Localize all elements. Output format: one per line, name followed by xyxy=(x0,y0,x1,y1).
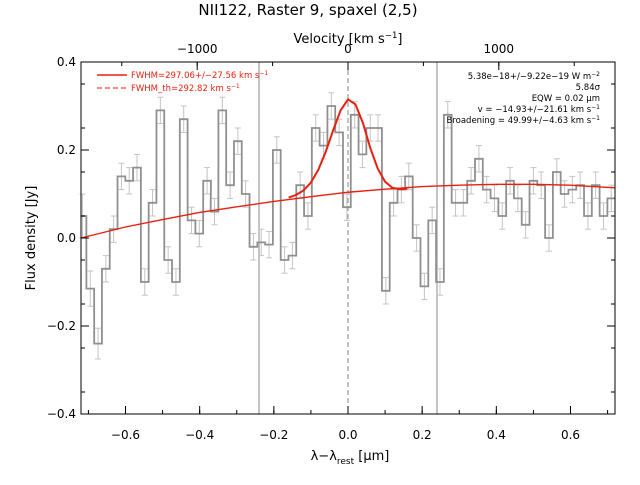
continuum-line xyxy=(80,183,616,239)
y-tick-label-2: 0.0 xyxy=(57,231,76,245)
annotation-significance: 5.84σ xyxy=(576,83,601,93)
fit-series xyxy=(80,98,616,239)
x-axis-label: λ−λrest [μm] xyxy=(311,449,390,467)
spectrum-line xyxy=(81,105,615,345)
y-tick-label-3: 0.2 xyxy=(57,143,76,157)
top-tick-label-0: −1000 xyxy=(177,42,218,56)
y-tick-label-4: 0.4 xyxy=(57,55,76,69)
top-tick-label-1: 0 xyxy=(344,42,352,56)
legend: FWHM=297.06+/−27.56 km s−1 FWHM_th=292.8… xyxy=(97,70,268,94)
gaussian-fit-line xyxy=(288,98,408,199)
top-axis-ticks: −1000 0 1000 xyxy=(121,42,575,70)
annotation-eqw: EQW = 0.02 μm xyxy=(532,94,600,104)
x-tick-label-6: 0.6 xyxy=(561,428,580,442)
y-tick-label-0: −0.4 xyxy=(47,407,76,421)
x-axis-ticks: −0.6 −0.4 −0.2 0.0 0.2 0.4 0.6 xyxy=(87,406,609,442)
top-tick-label-2: 1000 xyxy=(484,42,515,56)
y-axis-label: Flux density [Jy] xyxy=(24,186,39,291)
reference-lines xyxy=(258,62,438,414)
annotation-broadening: Broadening = 49.99+/−4.63 km s−1 xyxy=(447,115,601,126)
x-tick-label-5: 0.4 xyxy=(487,428,506,442)
spectrum-series xyxy=(81,105,615,345)
legend-entry-fwhm: FWHM=297.06+/−27.56 km s−1 xyxy=(131,70,268,81)
x-tick-label-3: 0.0 xyxy=(338,428,357,442)
x-tick-label-4: 0.2 xyxy=(413,428,432,442)
legend-entry-fwhm-th: FWHM_th=292.82 km s−1 xyxy=(131,83,240,94)
chart-title: NII122, Raster 9, spaxel (2,5) xyxy=(198,1,417,19)
annotation-flux: 5.38e−18+/−9.22e−19 W m−2 xyxy=(468,71,600,82)
annotation-velocity: v = −14.93+/−21.61 km s−1 xyxy=(478,104,601,115)
x-tick-label-1: −0.4 xyxy=(185,428,214,442)
y-axis-ticks: −0.4 −0.2 0.0 0.2 0.4 xyxy=(47,55,615,421)
top-axis-label: Velocity [km s−1] xyxy=(294,31,403,47)
error-bars xyxy=(79,92,615,360)
x-tick-label-2: −0.2 xyxy=(259,428,288,442)
fit-annotations: 5.38e−18+/−9.22e−19 W m−2 5.84σ EQW = 0.… xyxy=(447,71,601,126)
x-tick-label-0: −0.6 xyxy=(111,428,140,442)
y-tick-label-1: −0.2 xyxy=(47,319,76,333)
